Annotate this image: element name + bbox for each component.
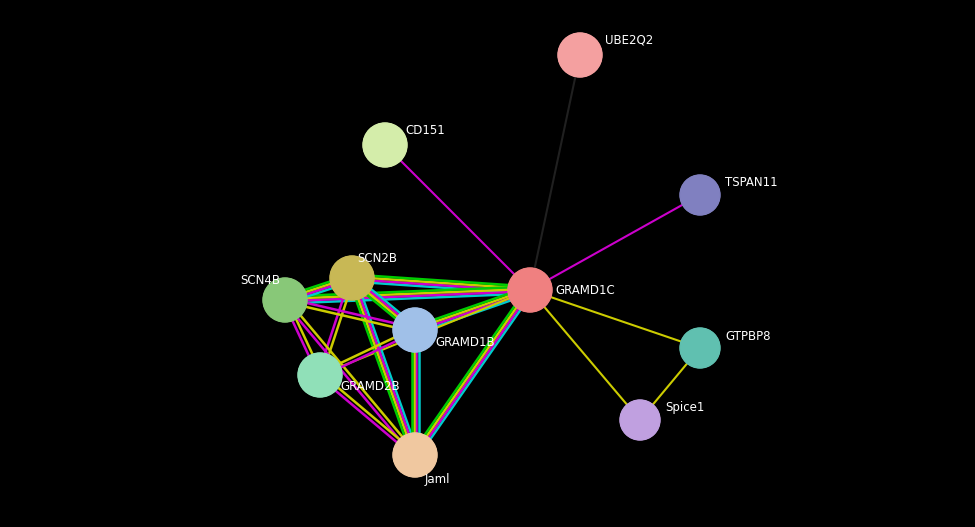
Circle shape <box>680 328 720 368</box>
Text: GRAMD1B: GRAMD1B <box>435 336 494 348</box>
Circle shape <box>393 433 437 477</box>
Text: GRAMD2B: GRAMD2B <box>340 380 400 394</box>
Circle shape <box>363 123 407 167</box>
Text: Spice1: Spice1 <box>665 402 704 415</box>
Circle shape <box>330 256 374 300</box>
Circle shape <box>508 268 552 312</box>
Text: GRAMD1C: GRAMD1C <box>555 284 615 297</box>
Text: Jaml: Jaml <box>425 473 450 486</box>
Circle shape <box>393 308 437 352</box>
Text: SCN2B: SCN2B <box>357 251 397 265</box>
Circle shape <box>263 278 307 322</box>
Text: CD151: CD151 <box>405 123 445 136</box>
Circle shape <box>680 175 720 215</box>
Circle shape <box>298 353 342 397</box>
Circle shape <box>620 400 660 440</box>
Circle shape <box>558 33 602 77</box>
Text: SCN4B: SCN4B <box>240 274 280 287</box>
Text: GTPBP8: GTPBP8 <box>725 329 770 343</box>
Text: TSPAN11: TSPAN11 <box>725 177 778 190</box>
Text: UBE2Q2: UBE2Q2 <box>605 34 653 46</box>
